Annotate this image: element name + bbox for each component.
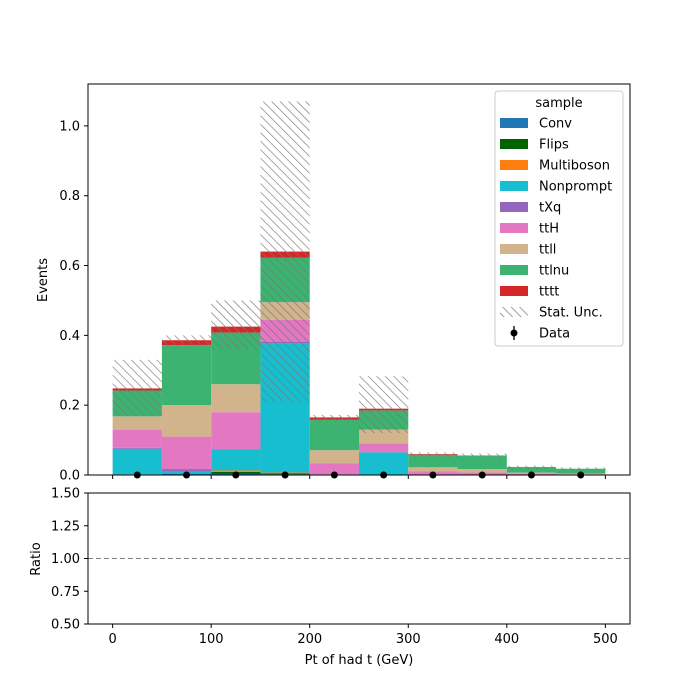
legend-swatch-stat-unc- bbox=[500, 307, 528, 317]
bar-ttlnu-bin-8 bbox=[506, 466, 557, 473]
legend-label-nonprompt: Nonprompt bbox=[539, 180, 612, 195]
bar-nonprompt-bin-5 bbox=[359, 452, 409, 475]
legend-swatch-ttlnu bbox=[500, 265, 528, 275]
y-tick-label: 0.6 bbox=[59, 259, 80, 274]
legend-swatch-tttt bbox=[500, 286, 528, 296]
bar-ttll-bin-6 bbox=[408, 467, 458, 472]
legend-label-stat-unc-: Stat. Unc. bbox=[539, 306, 603, 321]
bar-ttlnu-bin-4 bbox=[309, 419, 359, 451]
x-axis-label: Pt of had t (GeV) bbox=[305, 653, 414, 668]
ratio-y-axis-label: Ratio bbox=[29, 542, 44, 575]
bar-tth-bin-4 bbox=[309, 463, 359, 475]
stat-unc-band-bin-2 bbox=[211, 300, 261, 350]
ratio-y-tick-label: 0.50 bbox=[51, 618, 80, 633]
bar-tth-bin-1 bbox=[161, 436, 212, 470]
bar-ttlnu-bin-7 bbox=[457, 455, 507, 470]
legend-label-tth: ttH bbox=[539, 222, 559, 237]
bar-ttlnu-bin-6 bbox=[408, 454, 458, 468]
legend-frame bbox=[494, 90, 624, 347]
bar-tth-bin-0 bbox=[112, 429, 162, 448]
stat-unc-band-bin-6 bbox=[408, 452, 458, 458]
bar-tth-bin-2 bbox=[211, 412, 261, 450]
bar-ttlnu-bin-9 bbox=[556, 468, 606, 474]
legend: sample Conv Flips Multiboson Nonprompt tXq tt… bbox=[494, 90, 624, 347]
legend-label-tttt: tttt bbox=[539, 285, 559, 300]
stat-unc-band-bin-9 bbox=[556, 467, 606, 471]
stat-unc-band-bin-8 bbox=[506, 465, 557, 470]
stat-unc-band-bin-4 bbox=[309, 414, 359, 421]
x-tick-label: 500 bbox=[593, 632, 618, 647]
ratio-y-tick-label: 0.75 bbox=[51, 585, 80, 600]
bar-ttlnu-bin-1 bbox=[161, 345, 212, 406]
stat-unc-band-bin-3 bbox=[260, 101, 310, 402]
stat-unc-band-bin-0 bbox=[112, 359, 162, 416]
bar-txq-bin-0 bbox=[112, 447, 162, 449]
legend-swatch-flips bbox=[500, 139, 528, 149]
y-tick-label: 0.4 bbox=[59, 329, 80, 344]
main-plot: 0.0 0.2 0.4 0.6 0.8 1.0 Events bbox=[36, 83, 631, 484]
legend-swatch-tth bbox=[500, 223, 528, 233]
y-axis-label: Events bbox=[36, 258, 51, 302]
bar-ttll-bin-0 bbox=[112, 416, 162, 430]
bar-nonprompt-bin-2 bbox=[211, 449, 261, 471]
legend-swatch-nonprompt bbox=[500, 181, 528, 191]
x-tick-label: 400 bbox=[494, 632, 519, 647]
x-tick-label: 0 bbox=[108, 632, 116, 647]
legend-title: sample bbox=[535, 96, 582, 111]
legend-label-ttll: ttll bbox=[539, 243, 556, 258]
stat-unc-band-bin-7 bbox=[457, 453, 507, 458]
y-tick-label: 0.8 bbox=[59, 189, 80, 204]
legend-label-multiboson: Multiboson bbox=[539, 159, 610, 174]
ratio-y-tick-label: 1.50 bbox=[51, 487, 80, 502]
x-tick-label: 300 bbox=[396, 632, 421, 647]
stat-unc-band-bin-5 bbox=[359, 376, 409, 434]
legend-label-data: Data bbox=[539, 327, 570, 342]
bar-ttll-bin-1 bbox=[161, 405, 212, 437]
legend-swatch-ttll bbox=[500, 244, 528, 254]
y-tick-label: 0.0 bbox=[59, 469, 80, 484]
ratio-plot: 0.50 0.75 1.00 1.25 1.50 0 100 200 300 400 500 Ra… bbox=[29, 487, 631, 668]
legend-marker-data bbox=[510, 329, 518, 337]
bar-ttll-bin-4 bbox=[309, 450, 359, 464]
bar-multiboson-bin-2 bbox=[211, 470, 261, 472]
ratio-y-tick-label: 1.00 bbox=[51, 552, 80, 567]
legend-label-txq: tXq bbox=[539, 201, 561, 216]
x-tick-label: 100 bbox=[199, 632, 224, 647]
legend-label-ttlnu: ttlnu bbox=[539, 264, 569, 279]
legend-swatch-txq bbox=[500, 202, 528, 212]
main-plot-frame bbox=[87, 83, 631, 476]
legend-swatch-multiboson bbox=[500, 160, 528, 170]
bar-ttll-bin-7 bbox=[457, 469, 507, 473]
bar-ttll-bin-2 bbox=[211, 384, 261, 413]
bar-txq-bin-1 bbox=[161, 469, 212, 472]
legend-swatch-conv bbox=[500, 118, 528, 128]
bar-nonprompt-bin-0 bbox=[112, 448, 162, 475]
ratio-y-tick-label: 1.25 bbox=[51, 519, 80, 534]
x-tick-label: 200 bbox=[297, 632, 322, 647]
y-tick-label: 0.2 bbox=[59, 399, 80, 414]
stat-unc-band-bin-1 bbox=[161, 335, 212, 346]
legend-label-conv: Conv bbox=[539, 117, 572, 132]
bar-tth-bin-5 bbox=[359, 443, 409, 453]
legend-label-flips: Flips bbox=[539, 138, 569, 153]
y-tick-label: 1.0 bbox=[59, 119, 80, 134]
